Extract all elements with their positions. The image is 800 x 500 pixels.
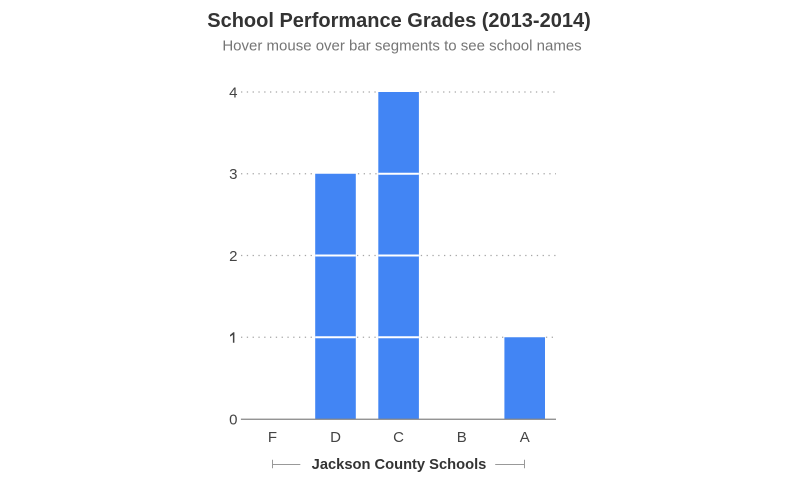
svg-text:Hover mouse over bar segments: Hover mouse over bar segments to see sch… (222, 38, 581, 55)
svg-text:Jackson County Schools: Jackson County Schools (312, 457, 487, 473)
svg-text:2: 2 (229, 248, 237, 265)
svg-text:0: 0 (229, 411, 237, 428)
svg-text:A: A (520, 429, 530, 446)
svg-text:B: B (457, 429, 467, 446)
svg-text:F: F (268, 429, 277, 446)
svg-text:School Performance Grades (201: School Performance Grades (2013-2014) (207, 10, 591, 32)
svg-text:C: C (393, 429, 404, 446)
svg-text:3: 3 (229, 166, 237, 183)
svg-text:4: 4 (229, 84, 237, 101)
svg-text:D: D (330, 429, 341, 446)
